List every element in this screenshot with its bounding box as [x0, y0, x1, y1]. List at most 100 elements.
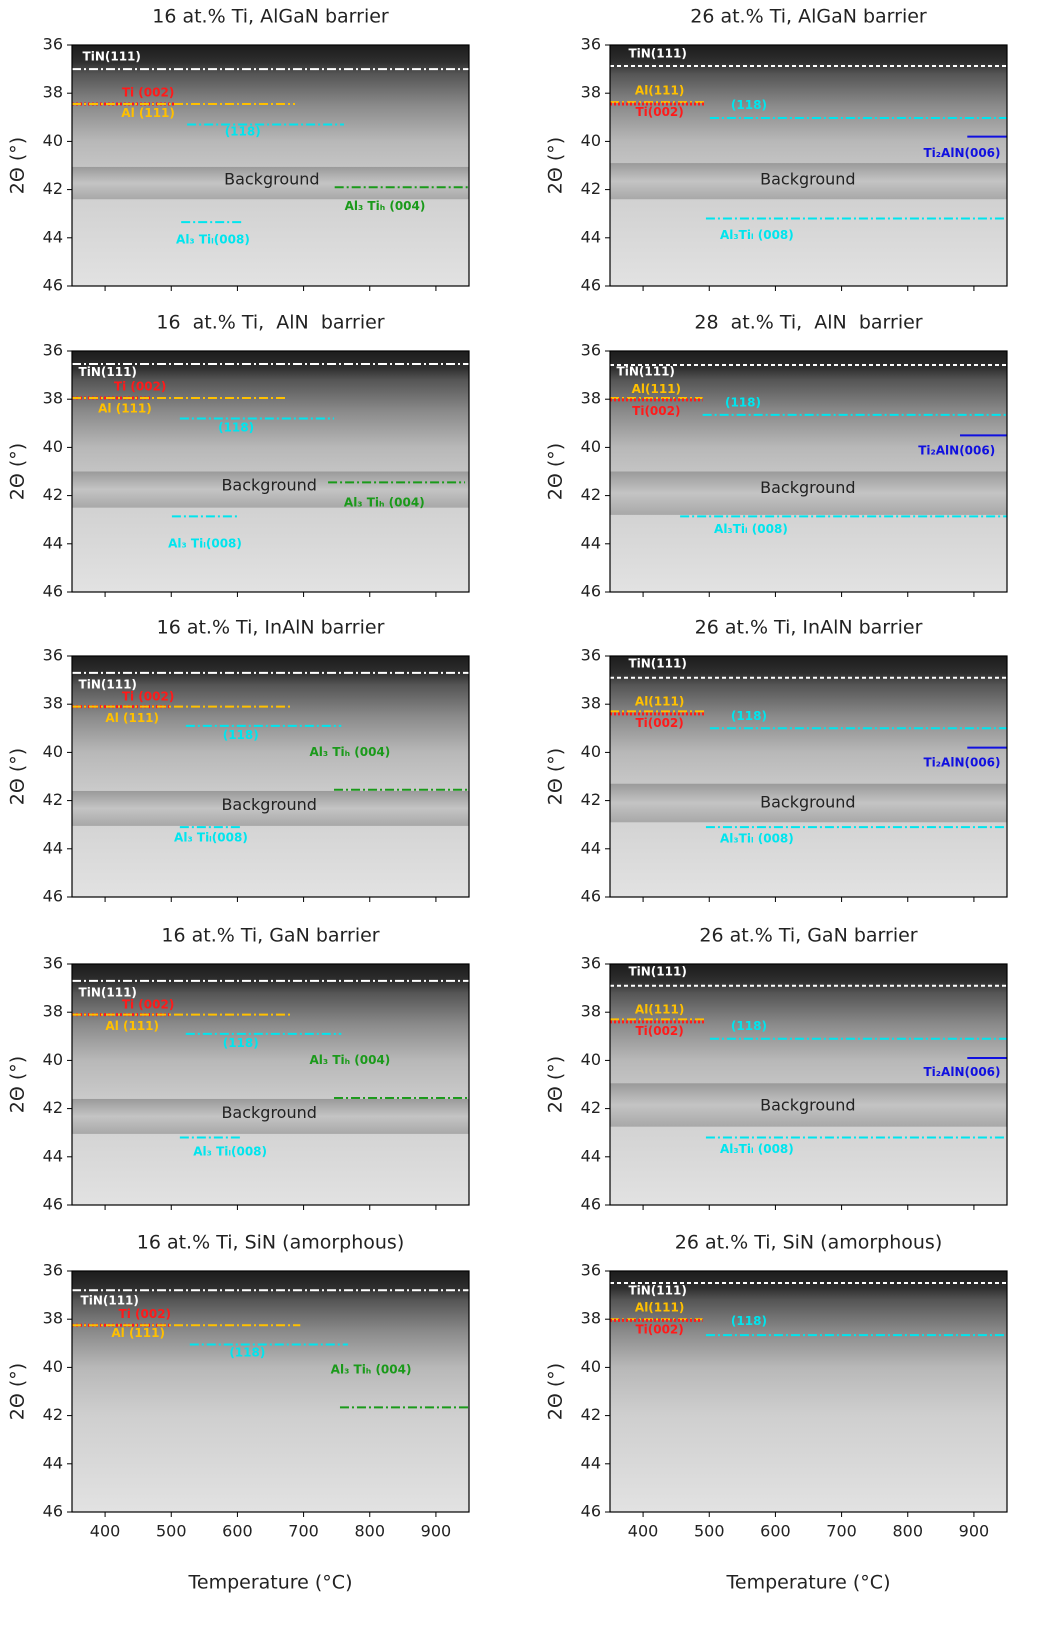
- phase-label: Al₃ Tiₗ(008): [168, 536, 242, 550]
- y-tick-label: 44: [581, 1453, 601, 1472]
- panel-title: 16 at.% Ti, AlGaN barrier: [152, 6, 389, 28]
- y-tick-label: 42: [43, 1098, 63, 1117]
- phase-label: Ti(002): [635, 1323, 683, 1337]
- y-tick-label: 36: [581, 35, 601, 54]
- phase-label: Al₃ Tiₕ (004): [310, 1053, 391, 1067]
- y-tick-label: 44: [581, 1146, 601, 1165]
- band-label: Background: [760, 1096, 855, 1115]
- phase-label: Ti (002): [122, 997, 175, 1011]
- phase-label: Al₃ Tiₗ(008): [174, 830, 248, 844]
- x-tick-label: 600: [760, 1522, 791, 1541]
- y-tick-label: 44: [43, 1453, 63, 1472]
- y-tick-label: 44: [43, 533, 63, 552]
- phase-label: (118): [223, 1036, 259, 1050]
- phase-label: Ti₂AlN(006): [923, 1065, 1000, 1079]
- y-tick-label: 36: [581, 1261, 601, 1280]
- y-tick-label: 44: [581, 533, 601, 552]
- y-axis-label: 2Θ (°): [7, 1056, 29, 1113]
- y-tick-label: 40: [43, 437, 63, 456]
- x-tick-label: 700: [826, 1522, 857, 1541]
- phase-label: TiN(111): [628, 656, 686, 670]
- phase-label: Al(111): [635, 694, 684, 708]
- y-tick-label: 46: [43, 1195, 63, 1214]
- x-tick-label: 500: [694, 1522, 725, 1541]
- phase-label: Ti (002): [114, 380, 167, 394]
- phase-label: (118): [225, 124, 261, 138]
- panel-title: 16 at.% Ti, AlN barrier: [156, 312, 384, 334]
- phase-label: (118): [731, 1019, 767, 1033]
- phase-label: (118): [218, 421, 254, 435]
- background-band: [72, 471, 469, 508]
- y-tick-label: 44: [581, 838, 601, 857]
- y-axis-label: 2Θ (°): [545, 748, 567, 805]
- x-tick-label: 800: [892, 1522, 923, 1541]
- phase-label: TiN(111): [83, 50, 141, 64]
- y-axis-label: 2Θ (°): [545, 443, 567, 500]
- axes-frame: [71, 1270, 470, 1513]
- phase-label: Ti₂AlN(006): [923, 146, 1000, 160]
- axes-frame: [609, 44, 1008, 287]
- panel-title: 26 at.% Ti, InAlN barrier: [695, 617, 923, 639]
- panel-title: 16 at.% Ti, InAlN barrier: [157, 617, 385, 639]
- axes-frame: [71, 963, 470, 1206]
- y-tick-label: 46: [43, 887, 63, 906]
- y-tick-label: 36: [43, 646, 63, 665]
- background-band: [72, 166, 469, 200]
- x-tick-label: 900: [421, 1522, 452, 1541]
- phase-label: TiN(111): [81, 1294, 139, 1308]
- phase-label: TiN(111): [79, 365, 137, 379]
- y-tick-label: 46: [581, 276, 601, 295]
- y-tick-label: 44: [43, 838, 63, 857]
- phase-label: TiN(111): [617, 364, 675, 378]
- band-label: Background: [760, 793, 855, 812]
- y-tick-label: 40: [43, 1357, 63, 1376]
- phase-label: TiN(111): [628, 46, 686, 60]
- phase-label: Al(111): [635, 1002, 684, 1016]
- phase-label: Al₃ Tiₗ(008): [193, 1144, 267, 1158]
- y-tick-label: 44: [43, 1146, 63, 1165]
- y-tick-label: 42: [581, 485, 601, 504]
- phase-label: Al₃ Tiₕ (004): [310, 745, 391, 759]
- phase-label: Al₃Tiₗ (008): [720, 832, 794, 846]
- intensity-map: [72, 1271, 469, 1512]
- y-tick-label: 40: [581, 1357, 601, 1376]
- background-band: [610, 471, 1007, 515]
- phase-label: Al₃Tiₗ (008): [720, 1142, 794, 1156]
- x-axis-label: Temperature (°C): [188, 1572, 353, 1594]
- axes-frame: [71, 350, 470, 593]
- intensity-map: [72, 964, 469, 1205]
- y-tick-label: 38: [581, 1002, 601, 1021]
- y-tick-label: 38: [581, 83, 601, 102]
- phase-label: TiN(111): [628, 964, 686, 978]
- phase-label: (118): [223, 728, 259, 742]
- panel-title: 16 at.% Ti, GaN barrier: [161, 925, 379, 947]
- phase-label: Al(111): [635, 1301, 684, 1315]
- phase-label: TiN(111): [79, 985, 137, 999]
- y-tick-label: 40: [581, 1050, 601, 1069]
- axes-frame: [609, 1270, 1008, 1513]
- phase-label: Al (111): [105, 1019, 159, 1033]
- phase-label: Al(111): [632, 382, 681, 396]
- phase-label: Al₃ Tiₗ(008): [176, 233, 250, 247]
- x-tick-label: 400: [90, 1522, 121, 1541]
- y-tick-label: 36: [581, 954, 601, 973]
- panel-title: 26 at.% Ti, AlGaN barrier: [690, 6, 927, 28]
- axes-frame: [609, 350, 1008, 593]
- y-tick-label: 44: [43, 227, 63, 246]
- axes-frame: [71, 655, 470, 898]
- intensity-map: [610, 1271, 1007, 1512]
- x-tick-label: 400: [628, 1522, 659, 1541]
- y-tick-label: 42: [43, 790, 63, 809]
- y-tick-label: 46: [581, 887, 601, 906]
- background-band: [610, 783, 1007, 823]
- intensity-map: [610, 656, 1007, 897]
- axes-frame: [609, 963, 1008, 1206]
- y-tick-label: 42: [43, 1405, 63, 1424]
- y-axis-label: 2Θ (°): [545, 1056, 567, 1113]
- y-tick-label: 46: [43, 1502, 63, 1521]
- y-axis-label: 2Θ (°): [7, 137, 29, 194]
- y-axis-label: 2Θ (°): [545, 137, 567, 194]
- y-tick-label: 38: [581, 1309, 601, 1328]
- y-tick-label: 36: [43, 35, 63, 54]
